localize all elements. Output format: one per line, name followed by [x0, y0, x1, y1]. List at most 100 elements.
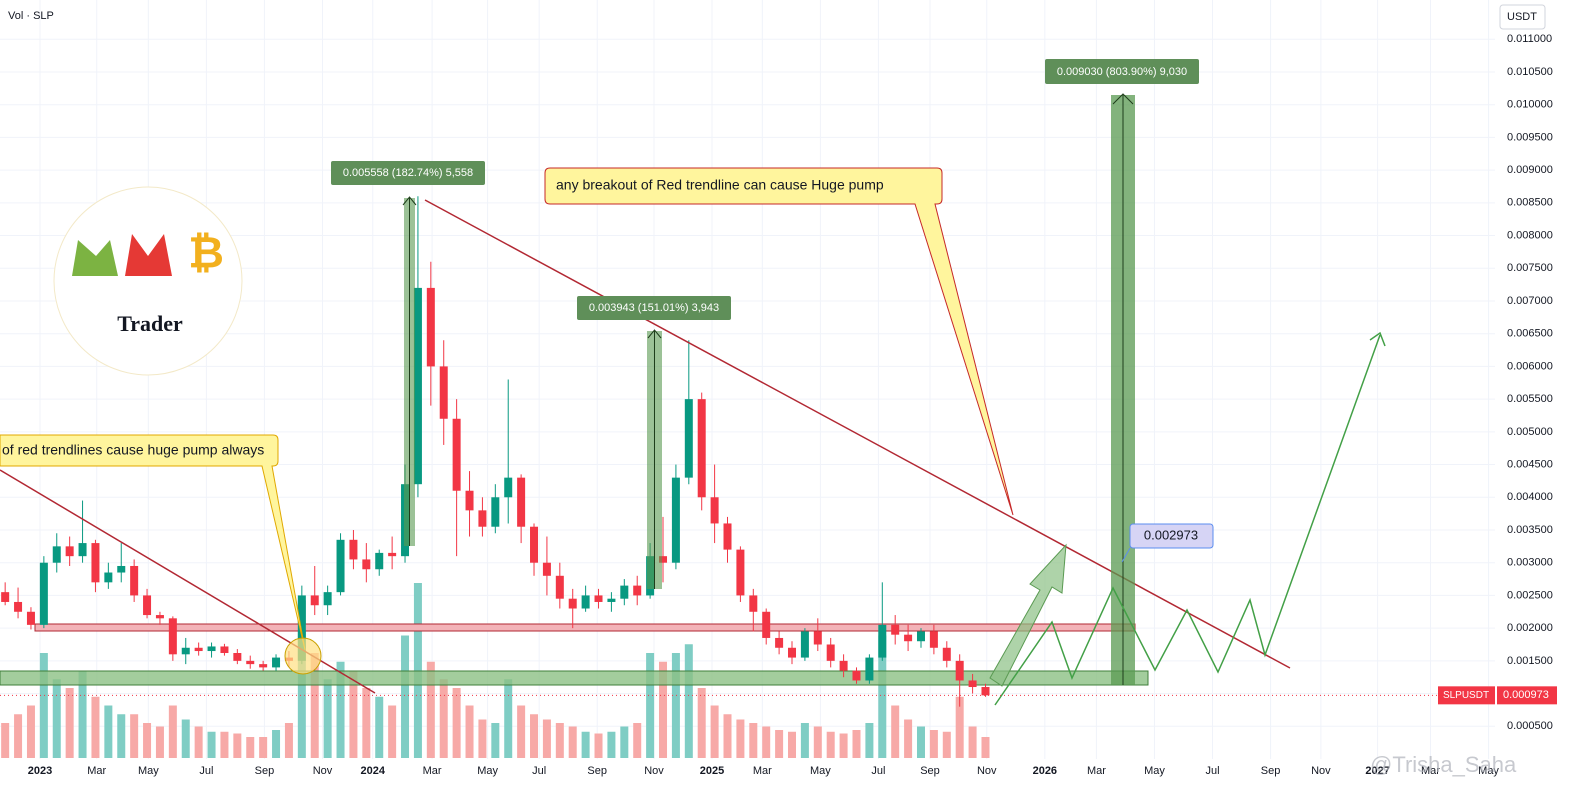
y-tick-label: 0.006500: [1507, 328, 1553, 340]
candle-body: [607, 598, 616, 602]
y-tick-label: 0.002000: [1507, 622, 1553, 634]
volume-bar: [349, 670, 358, 758]
volume-bar: [14, 714, 23, 758]
volume-bar: [942, 731, 951, 758]
x-tick-label: Jul: [871, 765, 885, 777]
target-label: 0.002973: [1144, 527, 1198, 542]
support-zone: [0, 670, 1149, 686]
candle-body: [362, 559, 371, 570]
volume-bar: [259, 737, 268, 758]
volume-bar: [246, 737, 255, 758]
candle-body: [891, 624, 900, 635]
measure-label-box: [577, 296, 731, 320]
projection-arrow: [989, 543, 1067, 687]
volume-bar: [555, 723, 564, 758]
volume-bar: [607, 731, 616, 758]
volume-bar: [826, 731, 835, 758]
volume-bar: [1, 723, 10, 758]
candle-body: [736, 549, 745, 596]
candle-body: [710, 497, 719, 524]
callout-text: of red trendlines cause huge pump always: [2, 442, 264, 458]
candle-body: [788, 647, 797, 658]
candle-body: [775, 637, 784, 648]
symbol-tag: [1438, 686, 1495, 705]
candle-body: [349, 539, 358, 560]
candle-body: [168, 618, 177, 655]
currency: USDT: [1507, 11, 1537, 23]
candle-body: [439, 366, 448, 419]
x-tick-label: Sep: [1261, 765, 1281, 777]
volume-bar: [155, 726, 164, 758]
candle-body: [865, 657, 874, 681]
volume-bar: [336, 661, 345, 758]
volume-bar: [39, 653, 48, 758]
y-tick-label: 0.006000: [1507, 360, 1553, 372]
x-tick-label: May: [810, 765, 831, 777]
axes: 0.0005000.0010000.0015000.0020000.002500…: [0, 30, 1576, 789]
x-tick-label: Nov: [977, 765, 997, 777]
candle-body: [465, 490, 474, 511]
volume-bar: [542, 719, 551, 758]
candle-body: [826, 644, 835, 661]
x-tick-label: Mar: [753, 765, 772, 777]
measure-label: 0.005558 (182.74%) 5,558: [343, 167, 473, 179]
volume-bar: [697, 688, 706, 758]
x-tick-label: Sep: [920, 765, 940, 777]
volume-bar: [452, 688, 461, 758]
projected-path-head: [1369, 331, 1386, 347]
x-tick-label: 2024: [361, 765, 386, 777]
candle-body: [117, 565, 126, 573]
volume-bar: [891, 705, 900, 758]
x-tick-label: Mar: [423, 765, 442, 777]
candle-body: [104, 572, 113, 583]
volume-bar: [491, 723, 500, 758]
candle-body: [155, 615, 164, 619]
volume-bar: [65, 688, 74, 758]
volume-bar: [620, 726, 629, 758]
candle-body: [813, 631, 822, 645]
volume-bar: [78, 670, 87, 758]
callout: [0, 434, 306, 651]
x-tick-label: Jul: [1205, 765, 1219, 777]
measure-label: 0.003943 (151.01%) 3,943: [589, 302, 719, 314]
x-tick-label: Jul: [532, 765, 546, 777]
candle-body: [697, 399, 706, 498]
candle-body: [916, 631, 925, 642]
y-tick-label: 0.009000: [1507, 164, 1553, 176]
volume-bar: [762, 726, 771, 758]
volume-bar: [568, 726, 577, 758]
candle-body: [620, 585, 629, 599]
y-tick-label: 0.001500: [1507, 655, 1553, 667]
logo-shape: [72, 240, 118, 276]
candle-body: [143, 595, 152, 616]
volume-bar: [865, 723, 874, 758]
candle-body: [426, 287, 435, 367]
volume-bar: [839, 733, 848, 758]
candle-body: [78, 543, 87, 557]
symbol-label: SLPUSDT: [1443, 690, 1489, 701]
x-tick-label: May: [1144, 765, 1165, 777]
resistance-zone: [34, 623, 1136, 632]
y-tick-label: 0.011000: [1507, 33, 1552, 45]
volume-bar: [26, 705, 35, 758]
volume-bar: [233, 733, 242, 758]
candle-body: [207, 646, 216, 652]
y-tick-label: 0.003000: [1507, 557, 1553, 569]
candle-body: [929, 631, 938, 648]
candle-body: [26, 611, 35, 625]
candle-body: [839, 660, 848, 671]
y-tick-label: 0.007000: [1507, 295, 1553, 307]
candle-body: [14, 601, 23, 612]
target-pointer: [1121, 547, 1131, 563]
volume-bar: [904, 719, 913, 758]
y-tick-label: 0.008000: [1507, 229, 1553, 241]
candle-body: [375, 552, 384, 570]
x-tick-label: 2027: [1365, 765, 1389, 777]
volume-bar: [362, 688, 371, 758]
y-tick-label: 0.009500: [1507, 131, 1553, 143]
x-tick-label: Mar: [87, 765, 106, 777]
x-tick-label: May: [1478, 765, 1499, 777]
volume-bar: [284, 723, 293, 758]
volume-bar: [955, 696, 964, 758]
candle-body: [530, 526, 539, 563]
